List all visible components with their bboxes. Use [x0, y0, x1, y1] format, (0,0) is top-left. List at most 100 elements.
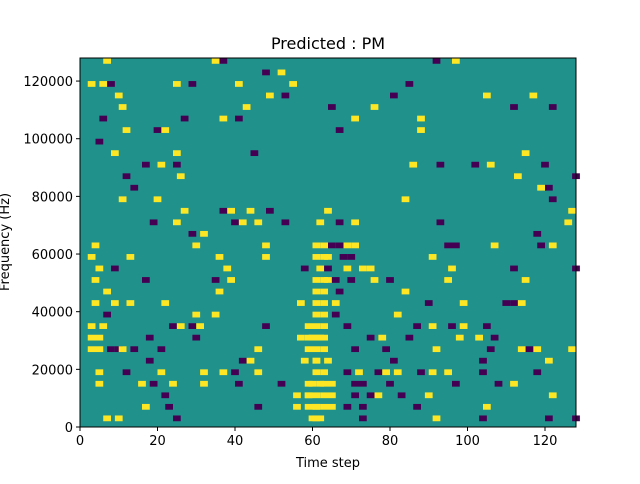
heatmap-cell-high: [157, 369, 166, 376]
heatmap-cell-low: [142, 161, 150, 168]
heatmap-cell-low: [444, 242, 452, 249]
heatmap-cell-high: [95, 334, 104, 341]
heatmap-cell-high: [432, 415, 441, 422]
heatmap-cell-low: [510, 300, 518, 306]
heatmap-cell-high: [517, 300, 526, 306]
heatmap-cell-low: [142, 277, 150, 283]
heatmap-cell-high: [483, 92, 491, 99]
heatmap-cell-high: [219, 369, 228, 376]
heatmap-cell-high: [293, 392, 301, 399]
heatmap-cell-high: [87, 81, 96, 87]
heatmap-cell-low: [277, 380, 286, 387]
plot-frame: [79, 57, 577, 428]
heatmap-cell-high: [312, 300, 321, 306]
heatmap-cell-low: [335, 288, 344, 295]
heatmap-cell-high: [91, 277, 100, 283]
heatmap-cell-high: [320, 369, 328, 376]
heatmap-cell-high: [424, 392, 433, 399]
heatmap-cell-low: [235, 380, 243, 387]
heatmap-cell-high: [312, 403, 321, 410]
heatmap-cell-high: [320, 323, 328, 329]
heatmap-cell-high: [459, 323, 468, 329]
heatmap-cell-low: [343, 403, 352, 410]
heatmap-cell-high: [452, 58, 460, 64]
heatmap-cell-high: [157, 161, 166, 168]
heatmap-cells: [87, 58, 580, 422]
heatmap-cell-low: [169, 323, 177, 329]
heatmap-cell-high: [122, 127, 131, 133]
heatmap-cell-high: [200, 230, 208, 237]
heatmap-cell-high: [351, 242, 359, 249]
heatmap-cell-high: [215, 288, 224, 295]
x-tick-label: 80: [382, 434, 399, 449]
heatmap-cell-low: [448, 323, 456, 329]
heatmap-cell-high: [455, 334, 464, 341]
heatmap-cell-high: [180, 207, 189, 214]
heatmap-cell-low: [331, 311, 340, 318]
heatmap-cell-high: [289, 81, 297, 87]
heatmap-cell-low: [541, 161, 549, 168]
heatmap-cell-high: [91, 300, 100, 306]
heatmap-cell-low: [413, 323, 421, 329]
heatmap-cell-high: [417, 127, 425, 133]
heatmap-cell-high: [409, 161, 418, 168]
y-axis-label: Frequency (Hz): [0, 193, 13, 291]
heatmap-cell-low: [328, 104, 336, 110]
heatmap-cell-high: [521, 277, 530, 283]
heatmap-cell-high: [316, 265, 325, 272]
heatmap-cell-low: [211, 277, 220, 283]
heatmap-cell-low: [405, 81, 414, 87]
heatmap-cell-low: [374, 369, 383, 376]
heatmap-cell-low: [390, 357, 398, 364]
heatmap-cell-high: [382, 369, 390, 376]
y-tick-label: 120000: [23, 75, 73, 90]
y-tick-label: 40000: [32, 306, 73, 321]
heatmap-cell-high: [95, 346, 104, 353]
heatmap-cell-high: [161, 127, 170, 133]
heatmap-cell-high: [428, 254, 437, 260]
heatmap-cell-low: [390, 92, 398, 99]
heatmap-cell-low: [545, 415, 553, 422]
heatmap-cell-low: [188, 230, 197, 237]
heatmap-cell-high: [320, 242, 328, 249]
heatmap-cell-high: [254, 346, 263, 353]
heatmap-cell-high: [343, 242, 352, 249]
heatmap-cell-high: [118, 346, 127, 353]
y-axis: 0 20000 40000 60000 80000 100000 120000: [23, 75, 80, 436]
heatmap-cell-low: [490, 334, 499, 341]
heatmap-cell-low: [525, 346, 534, 353]
heatmap-cell-low: [324, 265, 332, 272]
heatmap-cell-high: [114, 92, 123, 99]
heatmap-cell-high: [486, 161, 495, 168]
y-tick-label: 100000: [23, 133, 73, 148]
heatmap-cell-high: [521, 150, 530, 157]
heatmap-cell-high: [99, 323, 108, 329]
heatmap-cell-high: [192, 311, 201, 318]
heatmap-cell-low: [471, 161, 480, 168]
heatmap-cell-high: [351, 115, 359, 122]
heatmap-cell-high: [312, 242, 321, 249]
heatmap-cell-low: [502, 300, 511, 306]
heatmap-cell-high: [138, 380, 146, 387]
heatmap-cell-low: [111, 265, 119, 272]
heatmap-cell-low: [328, 242, 336, 249]
heatmap-cell-high: [297, 334, 305, 341]
heatmap-cell-low: [107, 346, 115, 353]
heatmap-cell-high: [173, 150, 181, 157]
heatmap-cell-low: [405, 334, 414, 341]
heatmap-cell-low: [479, 357, 487, 364]
heatmap-cell-high: [312, 311, 321, 318]
heatmap-cell-low: [219, 207, 228, 214]
heatmap-cell-low: [351, 380, 359, 387]
heatmap-cell-low: [149, 219, 158, 226]
heatmap-cell-high: [111, 300, 119, 306]
heatmap-cell-high: [490, 242, 499, 249]
heatmap-cell-high: [510, 380, 518, 387]
heatmap-cell-high: [312, 357, 321, 364]
heatmap-cell-high: [304, 346, 313, 353]
heatmap-cell-low: [107, 81, 115, 87]
y-tick-label: 20000: [32, 363, 73, 378]
heatmap-cell-high: [254, 219, 263, 226]
heatmap-cell-high: [320, 334, 328, 341]
heatmap-cell-low: [157, 346, 166, 353]
